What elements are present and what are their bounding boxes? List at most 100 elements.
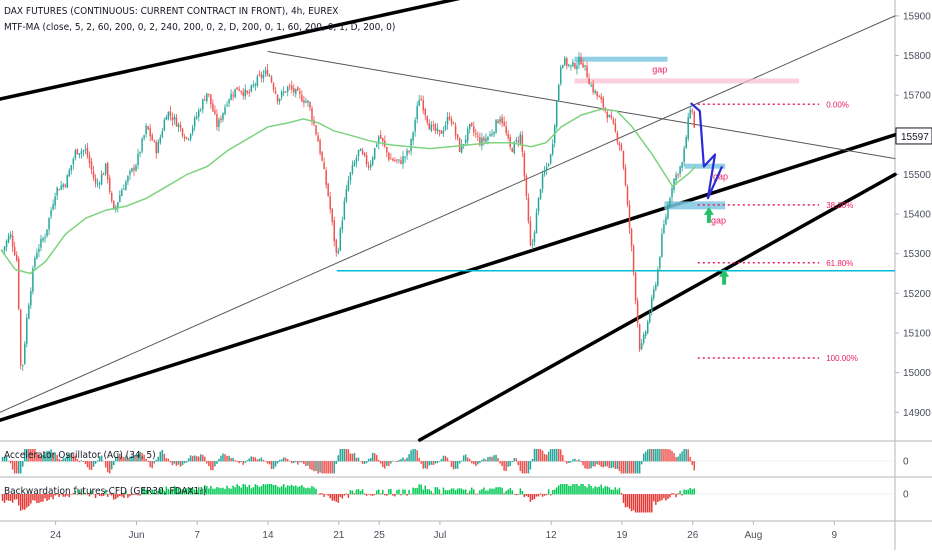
osc2-bar xyxy=(588,484,590,495)
osc2-bar xyxy=(34,494,36,501)
osc2-bar xyxy=(252,487,255,495)
candle-body xyxy=(36,252,38,259)
candle-body xyxy=(473,126,475,133)
osc1-bar xyxy=(206,461,208,464)
osc1-bar xyxy=(58,458,60,462)
osc1-bar xyxy=(495,454,497,462)
osc2-bar xyxy=(299,486,301,495)
candle-body xyxy=(339,228,342,251)
candle-body xyxy=(173,116,176,120)
osc2-bar xyxy=(612,489,615,495)
candle-body xyxy=(440,130,443,135)
candle-body xyxy=(426,116,429,123)
osc2-bar xyxy=(369,494,372,496)
candle-body xyxy=(102,173,105,175)
osc1-bar xyxy=(202,454,204,462)
osc1-bar xyxy=(159,451,162,462)
candle-body xyxy=(38,248,40,252)
candle-body xyxy=(602,97,604,108)
y-tick-label: 15800 xyxy=(903,51,931,62)
candle-body xyxy=(323,162,325,170)
osc1-bar xyxy=(610,461,613,469)
osc2-bar xyxy=(677,493,679,495)
osc2-bar xyxy=(98,494,101,496)
candle-body xyxy=(119,195,121,202)
fib-label: 61.80% xyxy=(826,259,853,268)
gap-box-1 xyxy=(574,56,668,62)
osc2-bar xyxy=(555,487,558,495)
osc1-bar xyxy=(151,461,153,469)
candle-body xyxy=(572,62,574,67)
candle-body xyxy=(280,91,283,98)
candle-body xyxy=(28,305,30,319)
candle-body xyxy=(286,86,289,92)
osc1-bar xyxy=(367,458,370,462)
osc1-bar xyxy=(547,451,550,462)
osc1-bar xyxy=(420,461,422,464)
osc2-bar xyxy=(584,486,586,495)
osc2-bar xyxy=(655,494,657,505)
osc2-bar xyxy=(78,489,81,495)
osc2-bar xyxy=(598,486,600,495)
osc2-bar xyxy=(606,486,609,495)
candle-body xyxy=(365,155,368,165)
candle-body xyxy=(525,176,528,197)
osc2-bar xyxy=(479,490,481,495)
y-tick-label: 15300 xyxy=(903,249,931,260)
candle-body xyxy=(123,188,125,190)
osc2-bar xyxy=(562,484,564,495)
osc1-bar xyxy=(507,461,509,467)
osc1-bar xyxy=(303,461,305,465)
osc2-bar xyxy=(382,490,384,495)
osc2-bar xyxy=(448,489,451,495)
osc1-bar xyxy=(481,459,483,462)
osc2-bar xyxy=(135,494,137,495)
osc1-bar xyxy=(521,461,524,474)
osc1-bar xyxy=(576,460,578,462)
osc2-bar xyxy=(671,493,673,495)
osc2-bar xyxy=(481,489,483,495)
osc1-bar xyxy=(355,457,358,462)
osc2-bar xyxy=(204,485,206,495)
y-tick-label: 15000 xyxy=(903,368,931,379)
candle-body xyxy=(377,136,380,144)
osc1-bar xyxy=(181,461,184,466)
osc1-bar xyxy=(638,461,641,474)
osc1-bar xyxy=(329,461,331,474)
osc1-bar xyxy=(509,461,511,467)
osc2-bar xyxy=(189,488,192,495)
osc1-bar xyxy=(256,459,259,462)
osc2-bar xyxy=(303,487,305,495)
osc1-bar xyxy=(464,454,467,462)
osc2-bar xyxy=(216,487,218,495)
osc1-bar xyxy=(193,455,196,462)
osc1-bar xyxy=(386,461,388,466)
candle-body xyxy=(355,157,358,163)
candle-body xyxy=(117,202,119,209)
osc1-bar xyxy=(72,453,75,462)
osc2-bar xyxy=(212,488,214,495)
osc1-bar xyxy=(76,458,79,462)
candle-body xyxy=(432,125,435,127)
osc2-bar xyxy=(250,488,253,495)
candle-body xyxy=(195,116,198,119)
osc2-bar xyxy=(230,488,232,495)
osc1-bar xyxy=(396,461,398,462)
osc2-bar xyxy=(214,488,216,495)
osc1-bar xyxy=(412,449,414,462)
osc1-bar xyxy=(424,461,427,469)
osc1-bar xyxy=(96,460,99,462)
osc2-bar xyxy=(321,493,323,495)
osc1-bar xyxy=(133,454,135,462)
candle-body xyxy=(260,74,263,78)
osc1-bar xyxy=(408,454,410,462)
osc1-bar xyxy=(272,461,275,469)
osc1-bar xyxy=(46,450,48,462)
osc1-bar xyxy=(197,456,200,462)
osc2-bar xyxy=(40,494,42,503)
osc2-bar xyxy=(202,488,204,495)
osc2-bar xyxy=(377,489,380,495)
osc2-bar xyxy=(646,494,649,513)
